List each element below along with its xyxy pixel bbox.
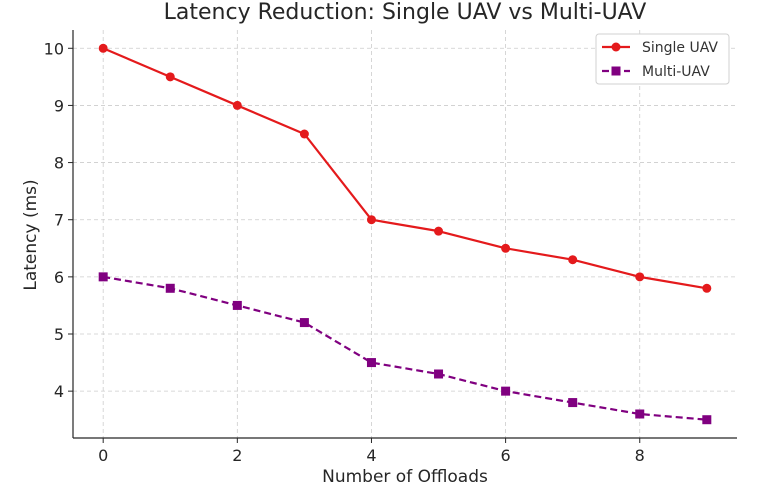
grid [73, 30, 737, 438]
y-tick-label: 9 [54, 96, 64, 115]
data-point-multi-uav [98, 272, 108, 282]
legend-label: Multi-UAV [642, 64, 710, 80]
y-tick-label: 7 [54, 211, 64, 230]
data-point-single-uav [702, 283, 712, 293]
y-tick-label: 8 [54, 154, 64, 173]
x-tick-label: 4 [366, 446, 376, 465]
data-point-multi-uav [232, 300, 242, 310]
axes: 0 2 4 6 8 4 5 6 7 8 9 10 [44, 30, 737, 465]
x-tick-label: 2 [232, 446, 242, 465]
data-point-multi-uav [434, 369, 444, 379]
data-point-single-uav [635, 272, 645, 282]
data-point-multi-uav [501, 386, 511, 396]
data-point-single-uav [165, 72, 175, 82]
chart-title: Latency Reduction: Single UAV vs Multi-U… [164, 0, 647, 25]
y-tick-label: 4 [54, 382, 64, 401]
legend: Single UAV Multi-UAV [595, 33, 730, 85]
y-tick-label: 5 [54, 325, 64, 344]
data-point-multi-uav [635, 409, 645, 419]
series-single-uav [98, 43, 712, 293]
legend-swatch-marker [611, 42, 621, 52]
data-point-single-uav [98, 43, 108, 53]
y-tick-label: 6 [54, 268, 64, 287]
y-axis-label: Latency (ms) [21, 179, 41, 290]
data-point-single-uav [501, 243, 511, 253]
series-line-single-uav [102, 47, 708, 290]
legend-label: Single UAV [642, 40, 718, 56]
data-point-single-uav [568, 255, 578, 265]
data-point-multi-uav [299, 318, 309, 328]
data-point-multi-uav [702, 415, 712, 425]
x-axis-label: Number of Offloads [322, 467, 488, 487]
data-point-single-uav [366, 215, 376, 225]
data-point-single-uav [232, 100, 242, 110]
x-tick-label: 0 [98, 446, 108, 465]
legend-item-single-uav: Single UAV [602, 40, 718, 56]
series-line-multi-uav [102, 275, 707, 421]
legend-swatch-marker [611, 66, 621, 76]
y-tick-label: 10 [44, 39, 64, 58]
data-point-multi-uav [366, 358, 376, 368]
data-point-multi-uav [165, 283, 175, 293]
series-multi-uav [98, 272, 712, 425]
data-point-single-uav [299, 129, 309, 139]
x-tick-label: 6 [501, 446, 511, 465]
series-layer [98, 43, 712, 425]
data-point-multi-uav [568, 398, 578, 408]
x-tick-label: 8 [635, 446, 645, 465]
data-point-single-uav [434, 226, 444, 236]
legend-item-multi-uav: Multi-UAV [602, 64, 710, 80]
